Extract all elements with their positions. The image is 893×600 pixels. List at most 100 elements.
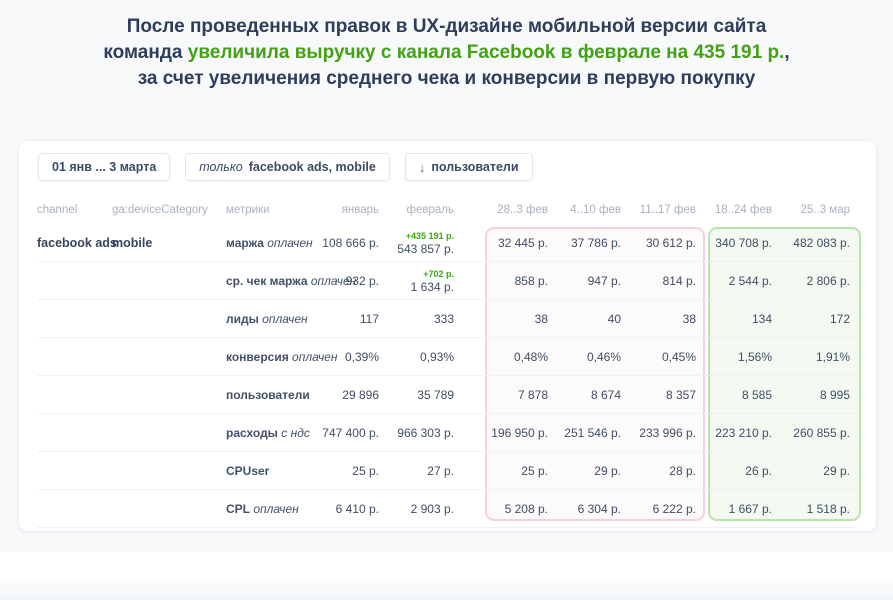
value-text: 28 р. xyxy=(669,464,696,478)
value-text: 1,91% xyxy=(815,350,850,364)
value-cell: 6 222 р. xyxy=(627,490,702,528)
metric-label-cell: пользователи xyxy=(219,388,324,402)
value-text: 966 303 р. xyxy=(397,426,454,440)
value-cell: 2 806 р. xyxy=(778,262,856,300)
value-cell: 947 р. xyxy=(554,262,627,300)
value-cell: 35 789 xyxy=(385,376,460,414)
metric-label-cell: конверсия оплачен xyxy=(219,350,337,364)
filter-bar: 01 янв ... 3 марта только facebook ads, … xyxy=(38,153,858,181)
value-text: 25 р. xyxy=(352,464,379,478)
header-week-3: 11..17 фев xyxy=(639,203,696,216)
sort-button[interactable]: ↓ пользователи xyxy=(404,153,533,181)
value-text: 25 р. xyxy=(521,464,548,478)
table-body: facebook ads mobile маржа оплачен 108 666 р… xyxy=(37,224,858,528)
date-range-button[interactable]: 01 янв ... 3 марта xyxy=(38,153,171,181)
header-channel: channel xyxy=(37,203,78,216)
value-cell: 38 xyxy=(488,300,554,338)
metric-qualifier: оплачен xyxy=(263,236,313,250)
value-text: 814 р. xyxy=(662,274,696,288)
value-text: 38 xyxy=(682,312,696,326)
value-text: 7 878 xyxy=(517,388,548,402)
table-row[interactable]: лиды оплачен 117 333 38 40 38 134 172 xyxy=(37,300,858,338)
value-cell: 0,48% xyxy=(488,338,554,376)
metric-name: маржа xyxy=(226,236,264,250)
table-row[interactable]: пользователи 29 896 35 789 7 878 8 674 8 357 8… xyxy=(37,376,858,414)
headline-line3: за счет увеличения среднего чека и конве… xyxy=(137,68,756,89)
value-text: 932 р. xyxy=(345,274,379,288)
value-text: 747 400 р. xyxy=(322,426,379,440)
value-text: 251 546 р. xyxy=(564,426,621,440)
header-period-january: январь xyxy=(341,203,379,216)
value-text: 29 р. xyxy=(594,464,621,478)
value-cell: 29 896 xyxy=(324,376,385,414)
value-text: 223 210 р. xyxy=(715,426,772,440)
value-cell: 32 445 р. xyxy=(488,224,554,262)
header-week-4: 18..24 фев xyxy=(714,203,772,216)
value-cell: 233 996 р. xyxy=(627,414,702,452)
value-cell: 172 xyxy=(778,300,856,338)
table-row[interactable]: конверсия оплачен 0,39% 0,93% 0,48% 0,46% 0,4… xyxy=(37,338,858,376)
header-week-1: 28..3 фев xyxy=(497,203,548,216)
metric-label-cell: маржа оплачен xyxy=(219,236,324,250)
value-text: 543 857 р. xyxy=(397,241,454,256)
metrics-table: channel ga:deviceCategory метрики январь… xyxy=(37,195,861,528)
value-cell: 28 р. xyxy=(627,452,702,490)
device-value-cell: mobile xyxy=(112,236,153,250)
headline-highlight: увеличила выручку с канала Facebook в фе… xyxy=(187,42,785,63)
table-row[interactable]: CPL оплачен 6 410 р. 2 903 р. 5 208 р. 6 304… xyxy=(37,490,858,528)
highlight-weeks-before xyxy=(485,227,705,521)
value-text: 1 518 р. xyxy=(806,502,850,516)
metric-name: CPUser xyxy=(226,464,270,478)
value-text: 1,56% xyxy=(737,350,772,364)
value-cell: 134 xyxy=(710,300,778,338)
value-text: 26 р. xyxy=(745,464,772,478)
segment-filter-button[interactable]: только facebook ads, mobile xyxy=(185,153,390,181)
value-text: 108 666 р. xyxy=(322,236,379,250)
value-text: 37 786 р. xyxy=(570,236,621,250)
value-cell: 5 208 р. xyxy=(488,490,554,528)
value-text: 172 xyxy=(829,312,850,326)
value-cell: 858 р. xyxy=(488,262,554,300)
value-text: 134 xyxy=(751,312,772,326)
value-text: 6 410 р. xyxy=(335,502,379,516)
table-header-row: channel ga:deviceCategory метрики январь… xyxy=(37,195,858,224)
value-cell: 25 р. xyxy=(324,452,385,490)
metric-label-cell: расходы с ндс xyxy=(219,426,324,440)
delta-badge: +435 191 р. xyxy=(405,230,454,241)
value-text: 32 445 р. xyxy=(497,236,548,250)
value-text: 0,48% xyxy=(513,350,548,364)
value-text: 2 903 р. xyxy=(410,502,454,516)
metric-label-cell: CPUser xyxy=(219,464,324,478)
sort-label: пользователи xyxy=(431,160,519,174)
value-cell: 333 xyxy=(385,300,460,338)
value-text: 333 xyxy=(433,312,454,326)
value-text: 35 789 xyxy=(417,388,454,402)
sort-descending-icon: ↓ xyxy=(418,159,426,175)
value-cell: 8 357 xyxy=(627,376,702,414)
table-row[interactable]: CPUser 25 р. 27 р. 25 р. 29 р. 28 р. 26 р. 29 р… xyxy=(37,452,858,490)
table-row[interactable]: ср. чек маржа оплачен 932 р. +702 р. 1 634 … xyxy=(37,262,858,300)
metric-label-cell: CPL оплачен xyxy=(219,502,324,516)
value-cell: 29 р. xyxy=(554,452,627,490)
value-cell: 482 083 р. xyxy=(778,224,856,262)
metric-qualifier: оплачен xyxy=(258,312,308,326)
value-text: 27 р. xyxy=(427,464,454,478)
table-row[interactable]: facebook ads mobile маржа оплачен 108 666 р… xyxy=(37,224,858,262)
value-cell: +702 р. 1 634 р. xyxy=(385,262,460,300)
value-text: 0,45% xyxy=(661,350,696,364)
next-section-edge xyxy=(0,578,893,600)
metric-name: конверсия xyxy=(226,350,289,364)
value-cell: 7 878 xyxy=(488,376,554,414)
segment-value-label: facebook ads, mobile xyxy=(248,160,376,174)
value-cell: 1 518 р. xyxy=(778,490,856,528)
value-cell: 340 708 р. xyxy=(710,224,778,262)
value-cell: 2 903 р. xyxy=(385,490,460,528)
value-cell: 108 666 р. xyxy=(322,224,385,262)
value-cell: 6 304 р. xyxy=(554,490,627,528)
date-range-label: 01 янв ... 3 марта xyxy=(52,160,157,174)
value-text: 0,46% xyxy=(586,350,621,364)
value-text: 6 222 р. xyxy=(652,502,696,516)
table-row[interactable]: расходы с ндс 747 400 р. 966 303 р. 196 950… xyxy=(37,414,858,452)
headline-line1: После проведенных правок в UX-дизайне мо… xyxy=(126,16,767,37)
value-cell: 2 544 р. xyxy=(710,262,778,300)
